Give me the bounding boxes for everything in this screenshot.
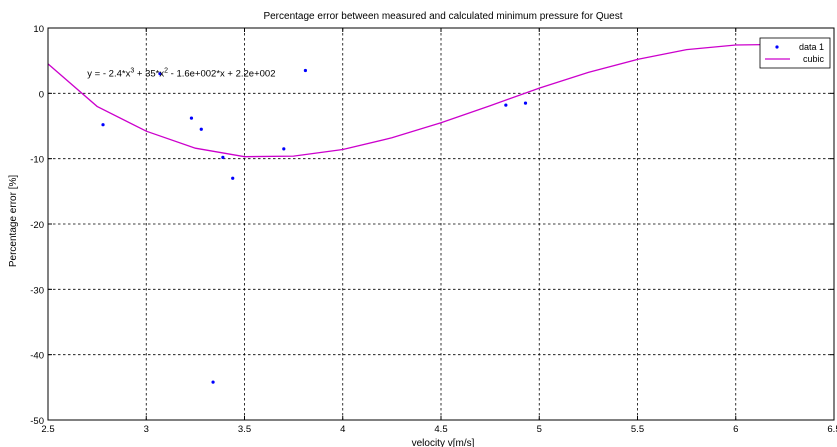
y-tick-label: -20 [30,220,44,231]
data-point [199,127,203,131]
data-point [231,176,235,180]
data-point [158,72,162,76]
series-lines [47,43,785,158]
legend-entry-label: cubic [803,54,825,64]
equation-superscript: 3 [130,68,134,75]
equation-text: y = - 2.4*x [87,69,130,80]
data-point [211,380,215,384]
x-axis-label: velocity v[m/s] [412,438,475,447]
x-tick-label: 3 [144,424,149,435]
y-tick-label: -10 [30,155,44,166]
y-tick-label: 10 [33,24,44,35]
x-tick-label: 4 [340,424,345,435]
data-point [189,116,194,120]
x-tick-label: 4.5 [434,424,447,435]
y-tick-label: -50 [30,416,44,427]
x-tick-label: 3.5 [238,424,251,435]
data-point [303,68,308,73]
cubic-fit-line [47,43,785,158]
x-tick-label: 2.5 [41,424,54,435]
equation-text: + 35*x [134,69,164,80]
legend-data-swatch [775,45,779,49]
axis-ticks: 2.5 3 3.5 4 4.5 5 5.5 6 6.5 10 0 -10 -20 -30 -40 -50 [30,24,837,435]
legend: data 1 cubic [759,37,831,69]
chart-title: Percentage error between measured and ca… [263,11,622,22]
x-tick-label: 5.5 [631,424,644,435]
y-tick-label: -40 [30,351,44,362]
equation-superscript: 2 [164,68,168,75]
fit-equation-annotation: y = - 2.4*x3 + 35*x2 - 1.6e+002*x + 2.2e… [87,68,275,80]
series-points [101,68,528,384]
y-tick-label: 0 [39,89,44,100]
equation-text: - 1.6e+002*x + 2.2e+002 [168,69,275,80]
data-point [523,101,528,105]
legend-box [759,37,831,69]
data-point [101,123,105,127]
x-tick-label: 6 [733,424,738,435]
y-axis-label: Percentage error [%] [8,175,19,267]
y-tick-label: -30 [30,285,44,296]
data-point [221,155,225,159]
data-point [504,103,508,107]
data-point [282,147,286,151]
grid [48,28,834,420]
x-tick-label: 5 [537,424,542,435]
x-tick-label: 6.5 [827,424,837,435]
legend-entry-label: data 1 [799,42,824,52]
